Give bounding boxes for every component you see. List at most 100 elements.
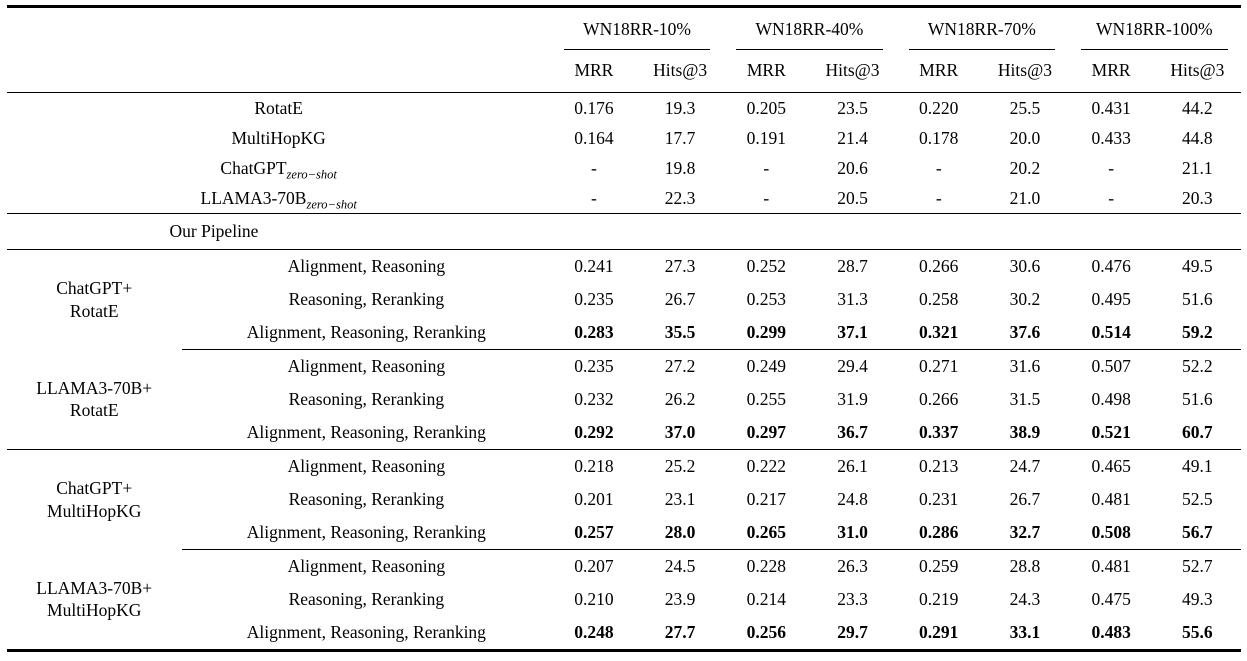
column-group-rule [908,49,1056,50]
baseline-row: LLAMA3-70Bzero−shot -22.3-20.5-21.0-20.3 [6,183,1241,214]
value-cell: 0.231 [919,489,959,509]
pipeline-variant-row: Reasoning, Reranking 0.201 23.1 0.217 24.8 0.… [7,483,1241,516]
value-cell: 0.266 [919,389,959,409]
value-cell: 23.3 [837,589,868,609]
value-cell: 31.6 [1009,356,1041,376]
value-cell: 35.5 [637,316,724,350]
baseline-row: ChatGPTzero−shot - 19.8 - 20.6 - 20.2 - 21.1 [7,153,1241,183]
value-cell: 0.213 [919,456,959,476]
column-group-label: WN18RR-70% [927,19,1036,39]
pipeline-variant-row: Reasoning, Reranking 0.232 26.2 0.255 31.9 0.… [7,383,1241,416]
value-cell: 20.3 [1154,183,1241,214]
value-cell: 27.2 [664,356,696,376]
value-cell: 0.253 [746,289,786,309]
metric-header: MRR [550,50,638,93]
group-label-cell: LLAMA3-70B+ MultiHopKG [7,550,182,651]
group-label-cell: ChatGPT+ RotatE [7,250,182,350]
group-label-line1: LLAMA3-70B+ [36,377,153,398]
value-cell: 0.266 [919,256,959,276]
baseline-subscript: zero−shot [286,167,337,181]
empty-cell [637,213,724,250]
method-cell: Alignment, Reasoning [287,556,446,576]
group-label-cell: ChatGPT+ MultiHopKG [7,450,182,550]
value-cell: 0.297 [723,416,810,450]
paper-table-page: WN18RR-10% WN18RR-40% WN18RR-70% WN18RR-100… [0,5,1247,661]
value-cell: 28.7 [837,256,868,276]
method-cell: Alignment, Reasoning, Reranking [246,622,486,642]
metric-header: MRR [895,50,982,93]
group-label-line2: RotatE [69,300,119,321]
metric-header: Hits@3 [981,50,1069,93]
value-cell: 0.508 [1068,516,1155,550]
value-cell: - [723,183,810,214]
value-cell: 20.6 [837,157,868,178]
value-cell: 0.201 [574,489,614,509]
value-cell: 31.9 [837,389,868,409]
value-cell: - [550,183,638,214]
empty-cell [1068,213,1155,250]
value-cell: 0.176 [574,97,614,118]
group-label-line1: LLAMA3-70B+ [36,577,153,598]
baseline-row: RotatE 0.176 19.3 0.205 23.5 0.220 25.5 0.431 44… [7,93,1241,124]
group-label-line1: ChatGPT+ [56,278,133,298]
value-cell: 25.2 [664,456,696,476]
value-cell: 0.218 [574,456,614,476]
results-table: WN18RR-10% WN18RR-40% WN18RR-70% WN18RR-100… [6,5,1241,652]
column-group-header: WN18RR-40% [723,7,895,50]
value-cell: 0.256 [746,622,786,642]
metric-header: MRR [723,50,810,93]
value-cell: 26.7 [664,289,696,309]
value-cell: 0.514 [1068,316,1155,350]
value-cell: 20.5 [809,183,896,214]
value-cell: 0.521 [1068,416,1155,450]
method-cell: Alignment, Reasoning, Reranking [181,316,551,350]
value-cell: 51.6 [1182,289,1213,309]
value-cell: 0.191 [746,127,786,148]
value-cell: 0.241 [574,256,614,276]
group-label-line2: MultiHopKG [47,500,142,521]
baseline-name-cell: RotatE [7,93,551,124]
value-cell: 0.433 [1091,127,1131,148]
value-cell: 0.178 [919,127,959,148]
method-cell: Reasoning, Reranking [288,589,445,609]
empty-cell [723,213,810,250]
value-cell: 21.0 [981,183,1069,214]
value-cell: 51.6 [1182,389,1213,409]
value-cell: 0.475 [1091,589,1131,609]
value-cell: 0.283 [550,316,638,350]
column-group-label: WN18RR-100% [1095,19,1213,39]
value-cell: 23.9 [664,589,696,609]
value-cell: 0.248 [574,622,614,642]
value-cell: 23.1 [664,489,696,509]
header-groups-row: WN18RR-10% WN18RR-40% WN18RR-70% WN18RR-100… [7,7,1241,51]
empty-cell [981,213,1069,250]
value-cell: 26.1 [837,456,868,476]
section-label: Our Pipeline [6,213,551,250]
value-cell: 52.5 [1182,489,1213,509]
header-corner-cell [6,50,551,93]
value-cell: 21.1 [1182,157,1213,178]
metric-header: Hits@3 [809,50,896,93]
value-cell: 0.271 [919,356,959,376]
baseline-subscript: zero−shot [306,197,357,211]
value-cell: - [935,157,942,178]
value-cell: - [895,183,982,214]
value-cell: 0.258 [919,289,959,309]
group-label-line1: ChatGPT+ [56,478,133,498]
value-cell: 60.7 [1154,416,1241,450]
value-cell: 0.495 [1091,289,1131,309]
metric-header: Hits@3 [637,50,724,93]
value-cell: 0.235 [574,289,614,309]
column-group-rule [563,49,711,50]
column-group-label: WN18RR-40% [755,19,864,39]
column-group-header: WN18RR-100% [1068,7,1240,50]
value-cell: 0.207 [574,556,614,576]
value-cell: 0.259 [919,556,959,576]
value-cell: 0.498 [1091,389,1131,409]
value-cell: 0.255 [746,389,786,409]
value-cell: 0.337 [895,416,982,450]
empty-cell [895,213,982,250]
baseline-name: MultiHopKG [231,127,326,148]
header-corner-cell [7,7,551,51]
baseline-name: ChatGPT [220,157,287,178]
